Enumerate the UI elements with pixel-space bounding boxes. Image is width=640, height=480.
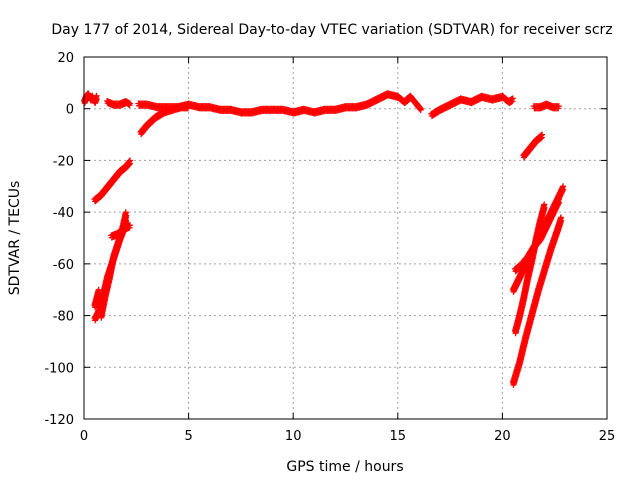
- x-tick-label: 10: [285, 429, 302, 444]
- plot-frame: [83, 56, 608, 420]
- data-point: [95, 286, 102, 293]
- x-tick-label: 20: [494, 429, 511, 444]
- series-track: [135, 90, 424, 117]
- data-point: [122, 209, 129, 216]
- data-point: [185, 103, 192, 110]
- y-tick-label: -80: [53, 310, 74, 325]
- x-tick-label: 25: [599, 429, 616, 444]
- series-track: [104, 97, 134, 109]
- y-tick-label: -40: [53, 206, 74, 221]
- series-track: [97, 209, 130, 321]
- x-axis-label: GPS time / hours: [286, 459, 403, 475]
- data-point: [560, 183, 567, 190]
- data-point: [555, 103, 562, 110]
- data-point: [127, 100, 134, 107]
- y-tick-label: -120: [44, 413, 74, 428]
- y-tick-label: -100: [44, 361, 74, 376]
- data-point: [541, 201, 548, 208]
- data-point: [127, 222, 134, 229]
- chart-title: Day 177 of 2014, Sidereal Day-to-day VTE…: [51, 22, 612, 38]
- data-point: [509, 95, 516, 102]
- data-point: [557, 214, 564, 221]
- x-tick-label: 5: [184, 429, 192, 444]
- x-tick-label: 0: [80, 429, 88, 444]
- y-tick-label: 20: [57, 51, 74, 66]
- y-axis-label: SDTVAR / TECUs: [7, 181, 23, 296]
- y-tick-label: -20: [53, 154, 74, 169]
- series-track: [509, 214, 565, 388]
- series-track: [520, 131, 546, 161]
- series-track: [530, 100, 562, 112]
- series-track: [137, 103, 192, 138]
- data-point: [93, 92, 100, 99]
- series-track: [91, 286, 102, 311]
- series-track: [509, 183, 567, 295]
- x-tick-label: 15: [390, 429, 407, 444]
- series-track: [91, 157, 134, 205]
- y-tick-label: 0: [66, 103, 74, 118]
- data-point: [539, 131, 546, 138]
- y-tick-label: -60: [53, 258, 74, 273]
- series-track: [108, 222, 134, 241]
- axis-ticks: 0 5 10 15 20 25 -120 -100 -80 -60 -40 -20 0 20: [44, 51, 615, 444]
- series-track: [428, 92, 516, 120]
- data-point: [417, 105, 424, 112]
- data-markers: [81, 90, 567, 388]
- data-point: [127, 157, 134, 164]
